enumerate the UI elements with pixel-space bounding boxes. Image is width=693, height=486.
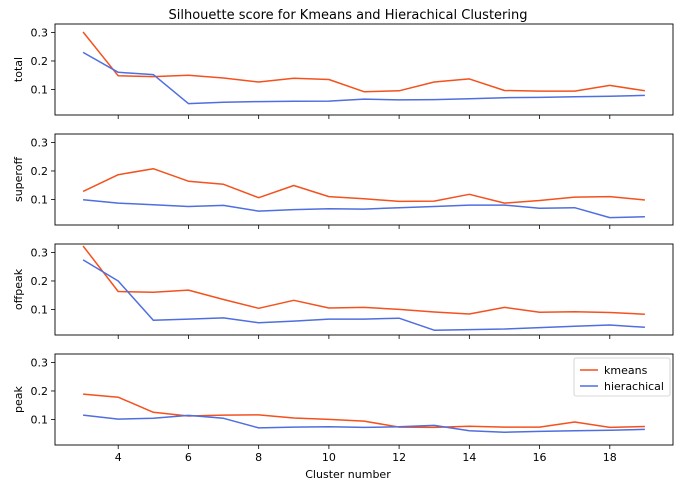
panel-superoff: 0.1 0.2 0.3 superoff	[12, 133, 674, 229]
y-tick-label: 0.1	[31, 83, 49, 96]
panel-offpeak: 0.1 0.2 0.3 offpeak	[12, 243, 674, 339]
y-tick-label: 0.2	[31, 55, 49, 68]
panel-total: 0.1 0.2 0.3 total	[12, 23, 674, 119]
legend-label-hierachical: hierachical	[604, 380, 664, 393]
y-tick-label: 0.1	[31, 303, 49, 316]
x-tick-label: 6	[185, 451, 192, 464]
x-tick-label: 4	[115, 451, 122, 464]
y-tick-label: 0.2	[31, 385, 49, 398]
y-tick-label: 0.3	[31, 247, 49, 260]
panel-frame	[54, 243, 674, 336]
y-tick-label: 0.3	[31, 357, 49, 370]
y-axis-label: total	[12, 57, 25, 82]
y-axis-label: superoff	[12, 157, 25, 202]
x-tick-label: 8	[255, 451, 262, 464]
x-tick-label: 14	[462, 451, 476, 464]
legend: kmeans hierachical	[573, 357, 671, 397]
panel-frame	[54, 353, 674, 446]
y-tick-label: 0.3	[31, 137, 49, 150]
series-line-kmeans	[82, 167, 645, 204]
legend-label-kmeans: kmeans	[604, 364, 648, 377]
x-tick-label: 10	[322, 451, 336, 464]
series-line-hierachical	[82, 259, 645, 331]
x-axis-label: Cluster number	[305, 468, 391, 481]
panel-frame	[54, 133, 674, 226]
y-axis-label: peak	[12, 385, 25, 412]
x-tick-label: 12	[392, 451, 406, 464]
series-line-hierachical	[83, 414, 645, 433]
y-tick-label: 0.2	[31, 165, 49, 178]
y-tick-label: 0.2	[31, 275, 49, 288]
y-axis-label: offpeak	[12, 268, 25, 310]
y-tick-label: 0.1	[31, 193, 49, 206]
panel-peak: 0.1 0.2 0.3 4 6 8 10 12 14 16 18 peak kmeans hierachi…	[12, 353, 674, 464]
y-tick-label: 0.1	[31, 413, 49, 426]
series-line-hierachical	[82, 51, 645, 105]
x-tick-label: 18	[603, 451, 617, 464]
panel-frame	[54, 23, 674, 116]
series-line-kmeans	[82, 245, 645, 315]
series-line-hierachical	[83, 198, 645, 219]
chart-title: Silhouette score for Kmeans and Hierachi…	[169, 8, 528, 23]
series-line-kmeans	[83, 393, 645, 429]
x-tick-label: 16	[533, 451, 547, 464]
panels: 0.1 0.2 0.3 total 0.1 0.2 0.3 superoff 0.1 0.2 0.3…	[12, 23, 674, 464]
y-tick-label: 0.3	[31, 27, 49, 40]
series-line-kmeans	[82, 31, 646, 93]
